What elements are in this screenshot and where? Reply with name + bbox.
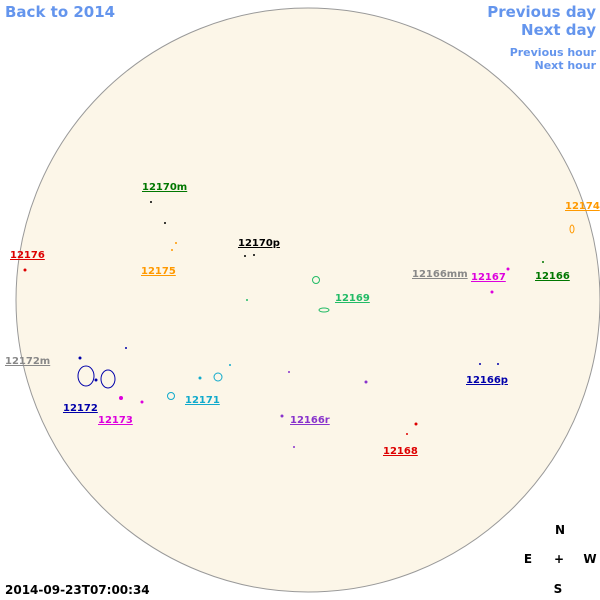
region-label[interactable]: 12172m [5, 356, 50, 367]
spot [94, 378, 98, 382]
solar-disk [15, 7, 600, 593]
spot [497, 363, 499, 365]
next-hour-link[interactable]: Next hour [535, 59, 597, 72]
spot [198, 376, 202, 380]
compass: N E + W S [524, 523, 597, 596]
region-label[interactable]: 12166mm [412, 269, 468, 280]
spot [167, 392, 175, 400]
spot [490, 290, 494, 294]
region-label[interactable]: 12166p [466, 375, 508, 386]
spot [542, 261, 544, 263]
spot [171, 249, 173, 251]
spot [318, 307, 330, 313]
region-label[interactable]: 12168 [383, 446, 418, 457]
region-label[interactable]: 12175 [141, 266, 176, 277]
region-label[interactable]: 12173 [98, 415, 133, 426]
compass-west: W [583, 552, 596, 566]
spot [414, 422, 418, 426]
spot [150, 201, 152, 203]
compass-north: N [555, 523, 565, 537]
spot [288, 371, 290, 373]
region-label[interactable]: 12176 [10, 250, 45, 261]
spot [280, 414, 284, 418]
region-label[interactable]: 12166 [535, 271, 570, 282]
spot [364, 380, 368, 384]
spot [23, 268, 27, 272]
spot [406, 433, 408, 435]
previous-day-link[interactable]: Previous day [487, 3, 596, 21]
spot [244, 255, 246, 257]
region-label[interactable]: 12169 [335, 293, 370, 304]
next-day-link[interactable]: Next day [521, 21, 596, 39]
region-label[interactable]: 12171 [185, 395, 220, 406]
region-label[interactable]: 12166r [290, 415, 330, 426]
spot [100, 369, 116, 389]
spot [569, 224, 575, 234]
compass-south: S [554, 582, 563, 596]
compass-center: + [554, 552, 564, 566]
spot [229, 364, 231, 366]
previous-hour-link[interactable]: Previous hour [510, 46, 597, 59]
region-label[interactable]: 12172 [63, 403, 98, 414]
spot [77, 365, 95, 387]
spots [23, 201, 575, 448]
spot [253, 254, 255, 256]
spot [140, 400, 144, 404]
spot [506, 267, 510, 271]
spot [175, 242, 177, 244]
region-label[interactable]: 12167 [471, 272, 506, 283]
spot [246, 299, 248, 301]
timestamp: 2014-09-23T07:00:34 [5, 583, 150, 597]
back-link[interactable]: Back to 2014 [5, 3, 115, 21]
compass-east: E [524, 552, 532, 566]
region-label[interactable]: 12174 [565, 201, 600, 212]
region-labels: 12170m 12176 12175 12170p 12166mm 12167 … [5, 182, 600, 457]
spot [125, 347, 127, 349]
spot [213, 372, 223, 382]
region-label[interactable]: 12170m [142, 182, 187, 193]
spot [119, 396, 123, 400]
spot [78, 356, 82, 360]
spot [164, 222, 166, 224]
spot [312, 276, 320, 284]
region-label[interactable]: 12170p [238, 238, 280, 249]
spot [479, 363, 481, 365]
spot [293, 446, 295, 448]
